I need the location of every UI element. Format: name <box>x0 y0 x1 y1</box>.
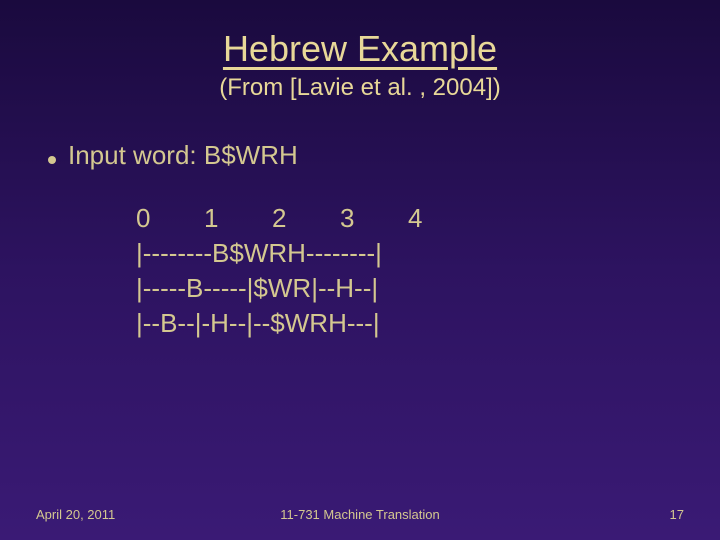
seg-line-2: |--B--|-H--|--$WRH---| <box>136 306 720 341</box>
footer: April 20, 2011 11-731 Machine Translatio… <box>0 507 720 522</box>
seg-line-0: |--------B$WRH--------| <box>136 236 720 271</box>
footer-date: April 20, 2011 <box>36 507 115 522</box>
idx-0: 0 <box>136 201 204 236</box>
seg-line-1: |-----B-----|$WR|--H--| <box>136 271 720 306</box>
segmentation-diagram: 01234 |--------B$WRH--------| |-----B---… <box>48 171 720 341</box>
bullet-row: Input word: B$WRH <box>48 140 720 171</box>
slide-subtitle: (From [Lavie et al. , 2004]) <box>0 74 720 102</box>
idx-3: 3 <box>340 201 408 236</box>
slide-title: Hebrew Example <box>0 28 720 70</box>
footer-page: 17 <box>670 507 684 522</box>
title-area: Hebrew Example (From [Lavie et al. , 200… <box>0 0 720 102</box>
input-word-text: Input word: B$WRH <box>68 140 298 171</box>
idx-2: 2 <box>272 201 340 236</box>
idx-1: 1 <box>204 201 272 236</box>
footer-course: 11-731 Machine Translation <box>280 507 439 522</box>
bullet-icon <box>48 156 56 164</box>
content-area: Input word: B$WRH 01234 |--------B$WRH--… <box>0 102 720 341</box>
idx-4: 4 <box>408 201 476 236</box>
index-row: 01234 <box>136 201 720 236</box>
